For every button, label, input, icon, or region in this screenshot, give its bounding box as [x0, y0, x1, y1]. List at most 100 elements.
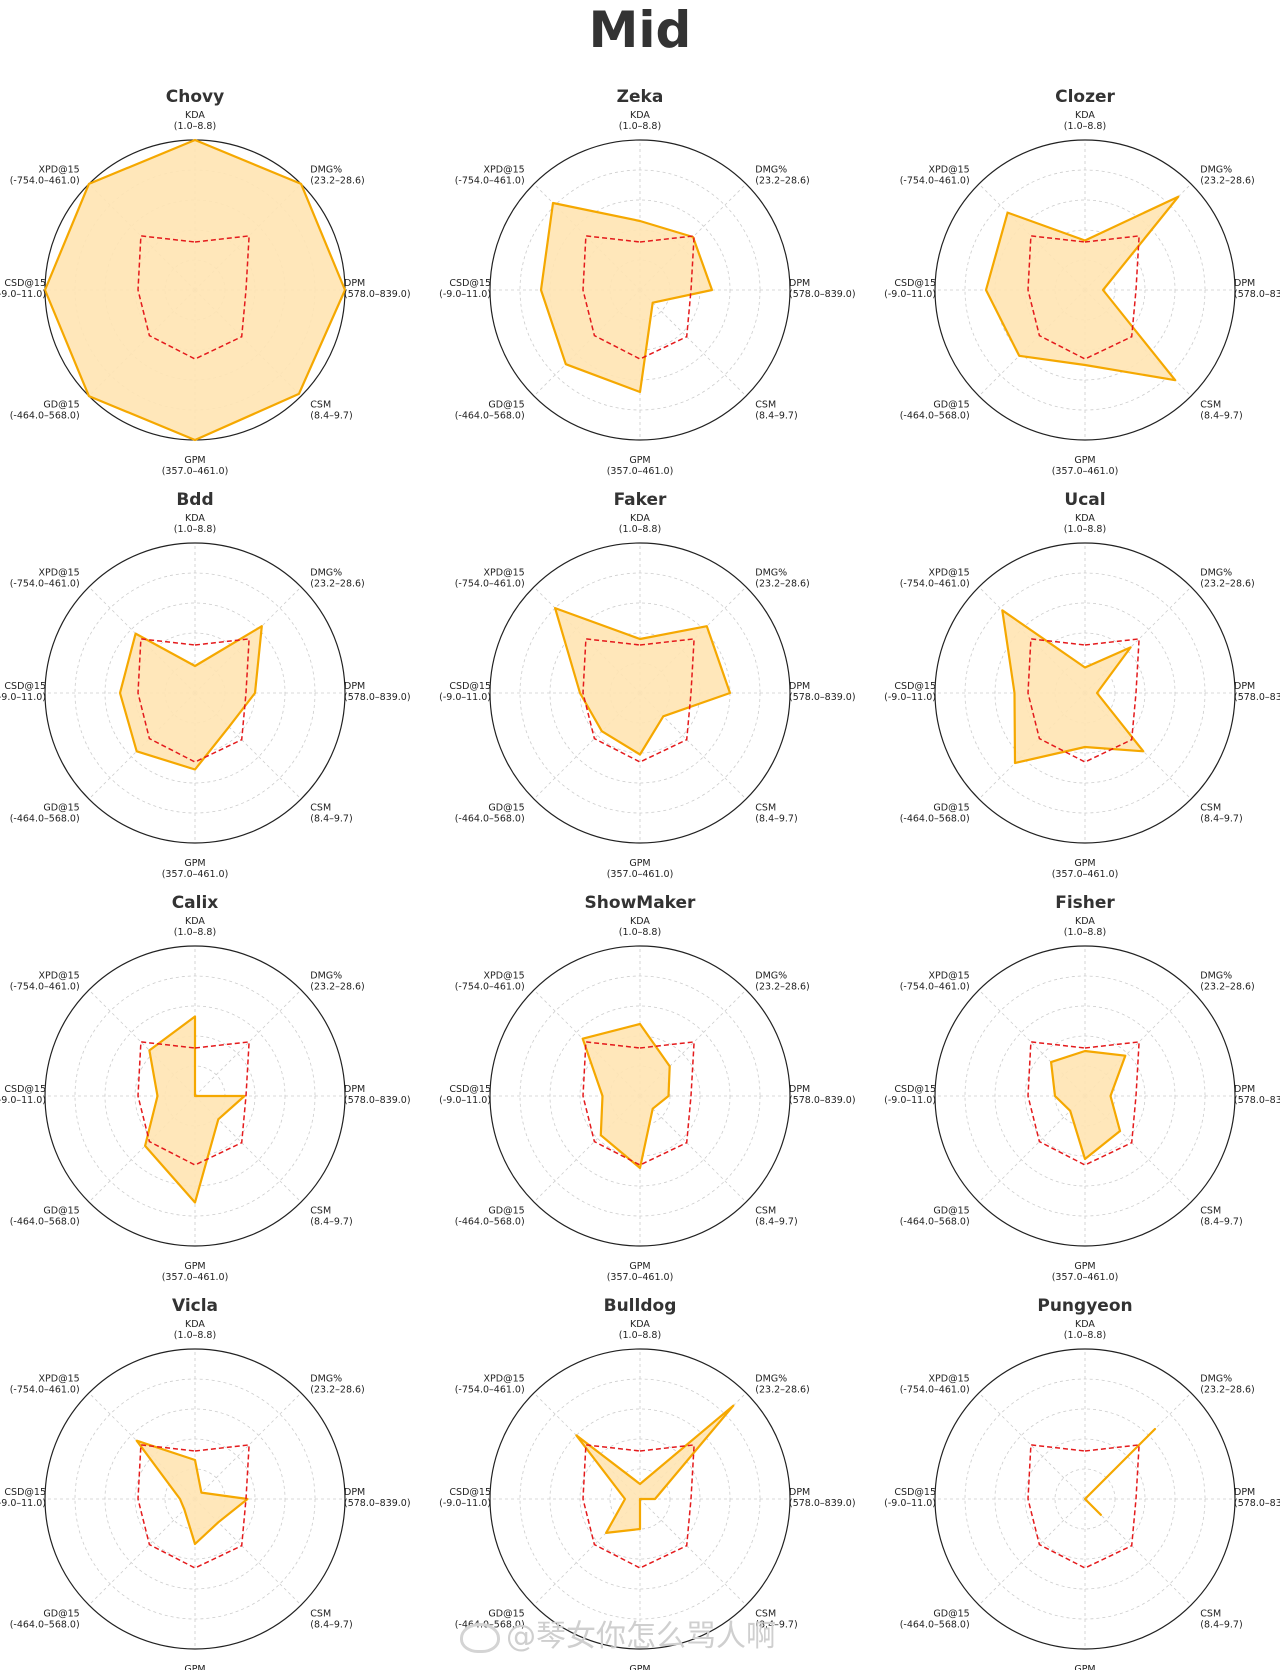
axis-range-label: (-464.0–568.0) [455, 410, 525, 421]
axis-range-label: (23.2–28.6) [1200, 1385, 1254, 1396]
axis-range-label: (357.0–461.0) [1052, 466, 1119, 477]
axis-spoke [978, 1095, 1086, 1203]
axis-range-label: (-754.0–461.0) [455, 176, 525, 187]
axis-label-csm: CSM [1200, 399, 1221, 410]
radar-chart-pungyeon: KDA(1.0–8.8) DMG%(23.2–28.6) DPM(578.0–839… [884, 1296, 1280, 1670]
axis-range-label: (-464.0–568.0) [10, 1216, 80, 1227]
player-series-clozer [984, 195, 1180, 382]
average-series [137, 1041, 250, 1166]
axis-range-label: (-464.0–568.0) [900, 813, 970, 824]
axis-label-kda: KDA [630, 916, 650, 927]
axis-range-label: (-754.0–461.0) [10, 176, 80, 187]
axis-label-dpm: DPM [1234, 278, 1255, 289]
axis-label-gd15: GD@15 [933, 802, 969, 813]
player-series-ucal [1001, 609, 1145, 765]
average-series [137, 235, 250, 360]
axis-range-label: (-464.0–568.0) [455, 813, 525, 824]
axis-label-kda: KDA [630, 513, 650, 524]
axis-label-gd15: GD@15 [488, 1205, 524, 1216]
axis-label-dmg: DMG% [310, 971, 342, 982]
axis-spoke [639, 1095, 747, 1203]
axis-range-label: (8.4–9.7) [755, 1619, 797, 1630]
axis-label-dpm: DPM [789, 1487, 810, 1498]
axis-label-dpm: DPM [789, 681, 810, 692]
axis-range-label: (-464.0–568.0) [10, 1619, 80, 1630]
axis-label-dpm: DPM [344, 1487, 365, 1498]
axis-spoke [639, 289, 747, 397]
axis-range-label: (-754.0–461.0) [900, 579, 970, 590]
axis-label-dmg: DMG% [1200, 568, 1232, 579]
axis-range-label: (357.0–461.0) [1052, 869, 1119, 880]
axis-range-label: (578.0–839.0) [789, 1498, 856, 1509]
axis-label-csm: CSM [755, 1608, 776, 1619]
axis-label-xpd15: XPD@15 [484, 568, 525, 579]
axis-label-gd15: GD@15 [933, 1205, 969, 1216]
axis-range-label: (8.4–9.7) [310, 813, 352, 824]
outer-ring [489, 139, 791, 441]
axis-label-dpm: DPM [1234, 1487, 1255, 1498]
axis-label-csd15: CSD@15 [449, 1487, 491, 1498]
chart-title-calix: Calix [172, 893, 219, 913]
axis-label-gpm: GPM [1074, 858, 1095, 869]
axis-label-dpm: DPM [344, 278, 365, 289]
axis-range-label: (1.0–8.8) [174, 927, 216, 938]
axis-label-gpm: GPM [184, 1261, 205, 1272]
axis-range-label: (8.4–9.7) [1200, 1619, 1242, 1630]
axis-range-label: (23.2–28.6) [310, 176, 364, 187]
axis-label-dpm: DPM [1234, 681, 1255, 692]
outer-ring [934, 1348, 1236, 1650]
axis-label-xpd15: XPD@15 [39, 971, 80, 982]
axis-range-label: (357.0–461.0) [607, 869, 674, 880]
chart-title-clozer: Clozer [1055, 87, 1115, 107]
axis-label-kda: KDA [630, 1319, 650, 1330]
chart-title-showmaker: ShowMaker [585, 893, 696, 913]
axis-spoke [1084, 1498, 1192, 1606]
axis-label-xpd15: XPD@15 [39, 1374, 80, 1385]
player-series-faker [553, 606, 732, 756]
chart-title-chovy: Chovy [166, 87, 224, 107]
axis-range-label: (8.4–9.7) [755, 1216, 797, 1227]
axis-spoke [978, 1392, 1086, 1500]
radar-chart-bdd: KDA(1.0–8.8) DMG%(23.2–28.6) DPM(578.0–839… [0, 490, 411, 880]
axis-range-label: (1.0–8.8) [174, 1330, 216, 1341]
axis-label-kda: KDA [1075, 916, 1095, 927]
axis-range-label: (8.4–9.7) [1200, 410, 1242, 421]
axis-range-label: (-9.0–11.0) [884, 289, 936, 300]
axis-label-kda: KDA [185, 110, 205, 121]
player-series-vicla [135, 1439, 249, 1546]
player-series-calix [144, 1015, 246, 1204]
axis-range-label: (-464.0–568.0) [900, 1216, 970, 1227]
axis-range-label: (1.0–8.8) [174, 121, 216, 132]
axis-range-label: (-754.0–461.0) [900, 176, 970, 187]
axis-label-csm: CSM [310, 1608, 331, 1619]
axis-label-dpm: DPM [344, 681, 365, 692]
axis-label-xpd15: XPD@15 [39, 568, 80, 579]
axis-range-label: (23.2–28.6) [310, 1385, 364, 1396]
axis-label-kda: KDA [1075, 110, 1095, 121]
axis-spoke [978, 1498, 1086, 1606]
axis-label-csm: CSM [310, 1205, 331, 1216]
axis-label-gd15: GD@15 [488, 802, 524, 813]
axis-range-label: (578.0–839.0) [1234, 289, 1280, 300]
axis-range-label: (23.2–28.6) [755, 1385, 809, 1396]
axis-range-label: (-754.0–461.0) [455, 579, 525, 590]
axis-label-gpm: GPM [1074, 1261, 1095, 1272]
axis-range-label: (-9.0–11.0) [884, 1095, 936, 1106]
outer-ring [934, 945, 1236, 1247]
axis-label-kda: KDA [185, 513, 205, 524]
axis-label-xpd15: XPD@15 [484, 971, 525, 982]
axis-range-label: (-754.0–461.0) [10, 1385, 80, 1396]
axis-range-label: (-9.0–11.0) [439, 289, 491, 300]
axis-range-label: (-754.0–461.0) [10, 579, 80, 590]
player-series-pungyeon [1083, 1427, 1157, 1517]
axis-range-label: (578.0–839.0) [789, 692, 856, 703]
outer-ring [489, 542, 791, 844]
axis-range-label: (578.0–839.0) [344, 1095, 411, 1106]
axis-label-xpd15: XPD@15 [484, 1374, 525, 1385]
chart-title-pungyeon: Pungyeon [1037, 1296, 1132, 1316]
average-series [137, 638, 250, 763]
axis-range-label: (578.0–839.0) [789, 289, 856, 300]
average-series [1027, 638, 1140, 763]
axis-label-dpm: DPM [344, 1084, 365, 1095]
axis-range-label: (1.0–8.8) [619, 1330, 661, 1341]
